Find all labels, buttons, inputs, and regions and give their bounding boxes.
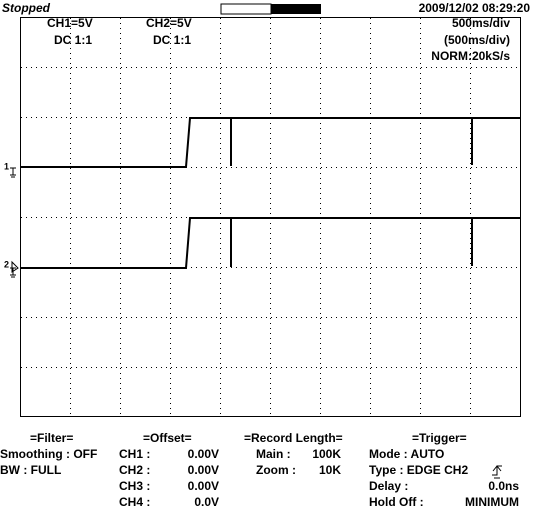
record-label: Main :: [256, 447, 291, 461]
filter-row: Smoothing : OFF: [0, 447, 97, 461]
ch2-coupling: DC 1:1: [153, 33, 191, 47]
trigger-label: Delay :: [369, 479, 408, 493]
memory-bar-free: [220, 3, 272, 15]
edge-icon: [492, 465, 502, 479]
filter-row: BW : FULL: [0, 463, 61, 477]
offset-label: CH2 :: [119, 463, 150, 477]
ch2-scale: CH2=5V: [146, 16, 192, 30]
trigger-value: 0.0ns: [488, 479, 519, 493]
zoom-timebase: (500ms/div): [444, 33, 510, 47]
offset-value: 0.00V: [188, 447, 219, 461]
ch2-ground: [10, 260, 19, 278]
ch1-marker: 1: [4, 161, 9, 171]
offset-label: CH3 :: [119, 479, 150, 493]
ch1-coupling: DC 1:1: [54, 33, 92, 47]
datetime: 2009/12/02 08:29:20: [419, 1, 531, 15]
trigger-label: Mode : AUTO: [369, 447, 444, 461]
filter-title: =Filter=: [30, 431, 73, 445]
settings-panel: =Filter= Smoothing : OFF BW : FULL =Offset=…: [0, 431, 519, 509]
sampling: NORM:20kS/s: [431, 49, 510, 63]
record-value: 10K: [319, 463, 341, 477]
memory-bar-used: [271, 4, 321, 14]
ch1-scale: CH1=5V: [47, 16, 93, 30]
trigger-label: Type : EDGE CH2: [369, 463, 468, 477]
screen-border: [20, 17, 521, 417]
ch1-ground: [10, 167, 16, 178]
status: Stopped: [2, 1, 51, 15]
ch2-trace: [20, 217, 520, 269]
timebase: 500ms/div: [452, 16, 510, 30]
offset-label: CH1 :: [119, 447, 150, 461]
offset-title: =Offset=: [143, 431, 192, 445]
offset-value: 0.00V: [188, 479, 219, 493]
record-label: Zoom :: [256, 463, 296, 477]
trigger-value: MINIMUM: [465, 495, 519, 509]
record-title: =Record Length=: [244, 431, 343, 445]
offset-label: CH4 :: [119, 495, 150, 509]
offset-value: 0.00V: [188, 463, 219, 477]
trigger-label: Hold Off :: [369, 495, 424, 509]
record-value: 100K: [312, 447, 341, 461]
ch2-marker: 2: [4, 259, 9, 269]
trigger-title: =Trigger=: [412, 431, 467, 445]
ch1-trace: [20, 117, 520, 168]
offset-value: 0.0V: [194, 495, 219, 509]
